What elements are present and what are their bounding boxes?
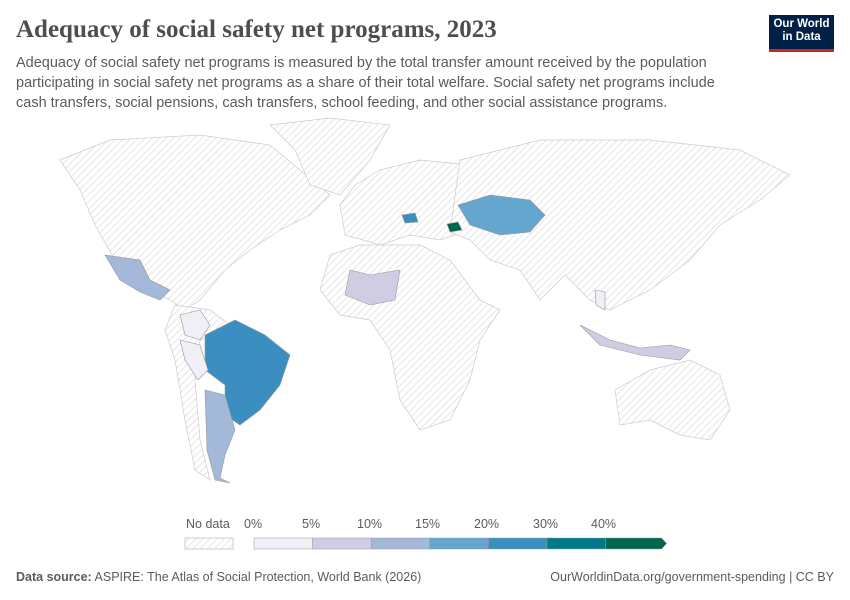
north-america — [59, 134, 331, 311]
country-peru — [179, 339, 209, 381]
legend-bar — [184, 537, 667, 550]
country-romania — [401, 212, 419, 224]
country-indonesia — [579, 324, 691, 361]
legend-tick: 0% — [244, 517, 263, 531]
legend-swatch — [429, 537, 489, 550]
country-sahel — [344, 269, 401, 306]
legend-tick: 15% — [415, 517, 441, 531]
legend-swatch — [605, 537, 667, 550]
source-link[interactable]: OurWorldinData.org/government-spending |… — [550, 570, 834, 584]
legend-swatch — [488, 537, 548, 550]
greenland — [269, 117, 391, 196]
country-philippines — [594, 289, 606, 311]
legend-no-data-label: No data — [186, 517, 230, 531]
subtitle: Adequacy of social safety net programs i… — [16, 55, 715, 111]
asia — [449, 139, 791, 311]
legend-swatch — [312, 537, 372, 550]
legend-swatch — [253, 537, 313, 550]
country-colombia — [179, 309, 211, 341]
legend-swatch — [546, 537, 606, 550]
country-kazakhstan — [457, 194, 546, 236]
australia — [614, 359, 731, 441]
south-america-rest — [164, 304, 231, 481]
page-title: Adequacy of social safety net programs, … — [16, 16, 497, 43]
africa — [319, 244, 501, 431]
legend-tick: 5% — [302, 517, 321, 531]
legend-tick: 30% — [533, 517, 559, 531]
legend-swatch — [370, 537, 431, 550]
country-argentina — [204, 389, 236, 484]
legend-no-data-swatch — [184, 537, 234, 550]
legend-tick: 20% — [474, 517, 500, 531]
legend-tick: 10% — [357, 517, 383, 531]
country-georgia — [446, 221, 463, 233]
legend-tick: 40% — [591, 517, 617, 531]
country-mexico — [104, 254, 171, 301]
owid-logo[interactable]: Our World in Data — [769, 15, 834, 52]
world-map — [59, 117, 791, 484]
data-source: Data source: ASPIRE: The Atlas of Social… — [16, 570, 422, 584]
